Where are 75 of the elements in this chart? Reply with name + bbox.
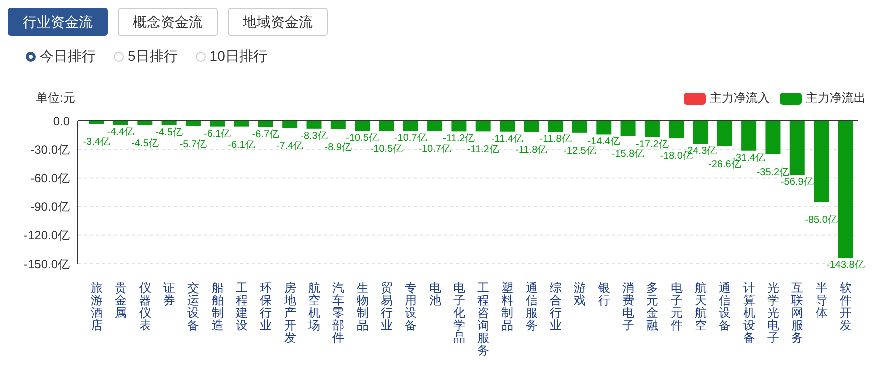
y-tick-label: -90.0亿 [30, 200, 70, 214]
data-label: -11.8亿 [516, 145, 548, 156]
data-label: -4.5亿 [132, 138, 159, 150]
x-tick-label: 船舶制造 [212, 281, 224, 332]
data-label: -4.5亿 [156, 127, 183, 138]
data-label: -3.4亿 [83, 137, 110, 148]
x-tick-label: 环保行业 [260, 281, 272, 332]
x-tick-label: 光学光电子 [767, 281, 780, 345]
x-tick-label: 房地产开发 [283, 281, 296, 345]
text: 概念资金流 [118, 8, 218, 36]
data-label: -8.9亿 [324, 142, 352, 154]
data-label: -8.3亿 [300, 130, 328, 142]
data-label: -11.8亿 [540, 134, 572, 146]
text: 10日排行 [210, 48, 268, 66]
x-tick-label: 综合行业 [550, 281, 562, 332]
data-label: -85.0亿 [805, 215, 838, 226]
data-label: -6.1亿 [228, 140, 256, 151]
x-tick-label: 消费电子 [622, 281, 635, 332]
text: 行业资金流 [8, 8, 108, 36]
data-label: -5.7亿 [180, 139, 208, 150]
legend-label: 主力净流出 [806, 90, 866, 107]
data-label: -17.2亿 [636, 139, 669, 150]
x-tick-label: 贵金属 [115, 281, 128, 320]
data-label: -4.4亿 [107, 127, 135, 138]
data-label: -11.2亿 [443, 134, 476, 145]
x-tick-label: 航空机场 [307, 281, 320, 332]
x-tick-label: 多元金融 [646, 281, 659, 332]
y-axis-title: 单位:元 [36, 90, 76, 107]
x-tick-label: 工程建设 [235, 281, 248, 332]
x-tick-label: 软件开发 [840, 281, 852, 332]
x-tick-label: 银行 [597, 281, 610, 308]
data-label: -12.5亿 [564, 146, 596, 157]
x-tick-label: 工程咨询服务 [478, 281, 490, 358]
x-tick-label: 专用设备 [405, 281, 418, 332]
data-label: -10.5亿 [346, 133, 379, 144]
x-tick-label: 电子元件 [670, 281, 683, 332]
data-label: -143.8亿 [826, 260, 865, 272]
data-label: -6.1亿 [204, 128, 232, 140]
y-tick-label: 0.0 [53, 114, 70, 128]
data-label: -10.5亿 [370, 144, 404, 156]
x-tick-label: 游戏 [574, 281, 586, 308]
x-tick-label: 通信服务 [526, 281, 538, 332]
data-label: -11.4亿 [491, 134, 524, 145]
text: 5日排行 [128, 48, 178, 66]
x-tick-label: 电子化学品 [453, 281, 466, 345]
y-tick-label: -120.0亿 [24, 228, 70, 243]
data-label: -6.7亿 [252, 129, 280, 140]
x-tick-label: 旅游酒店 [91, 281, 104, 332]
text: 今日排行 [40, 48, 96, 66]
y-tick-label: -60.0亿 [30, 171, 70, 186]
x-tick-label: 汽车零部件 [332, 281, 345, 345]
x-tick-label: 航天航空 [694, 281, 707, 332]
x-tick-label: 塑料制品 [502, 281, 514, 332]
data-label: -10.7亿 [418, 144, 452, 156]
x-tick-label: 互联网服务 [792, 281, 804, 345]
data-label: -56.9亿 [780, 177, 814, 188]
y-tick-label: -150.0亿 [24, 257, 70, 272]
x-tick-label: 半导体 [816, 281, 828, 320]
x-tick-label: 生物制品 [356, 281, 369, 332]
x-tick-label: 电池 [429, 281, 442, 308]
x-tick-label: 计算机设备 [743, 281, 756, 345]
x-tick-label: 仪器仪表 [139, 281, 152, 332]
legend-label: 主力净流入 [710, 90, 770, 107]
text: 地域资金流 [228, 8, 328, 36]
data-label: -7.4亿 [276, 141, 304, 152]
data-label: -15.8亿 [612, 149, 645, 160]
x-tick-label: 贸易行业 [380, 281, 393, 332]
x-tick-label: 交运设备 [188, 281, 200, 332]
data-label: -10.7亿 [394, 133, 428, 144]
data-label: -26.6亿 [708, 159, 742, 170]
data-label: -35.2亿 [756, 168, 790, 179]
y-tick-label: -30.0亿 [30, 142, 70, 157]
x-tick-label: 证券 [164, 281, 176, 308]
x-tick-label: 通信设备 [719, 281, 732, 332]
data-label: -11.2亿 [467, 144, 500, 156]
